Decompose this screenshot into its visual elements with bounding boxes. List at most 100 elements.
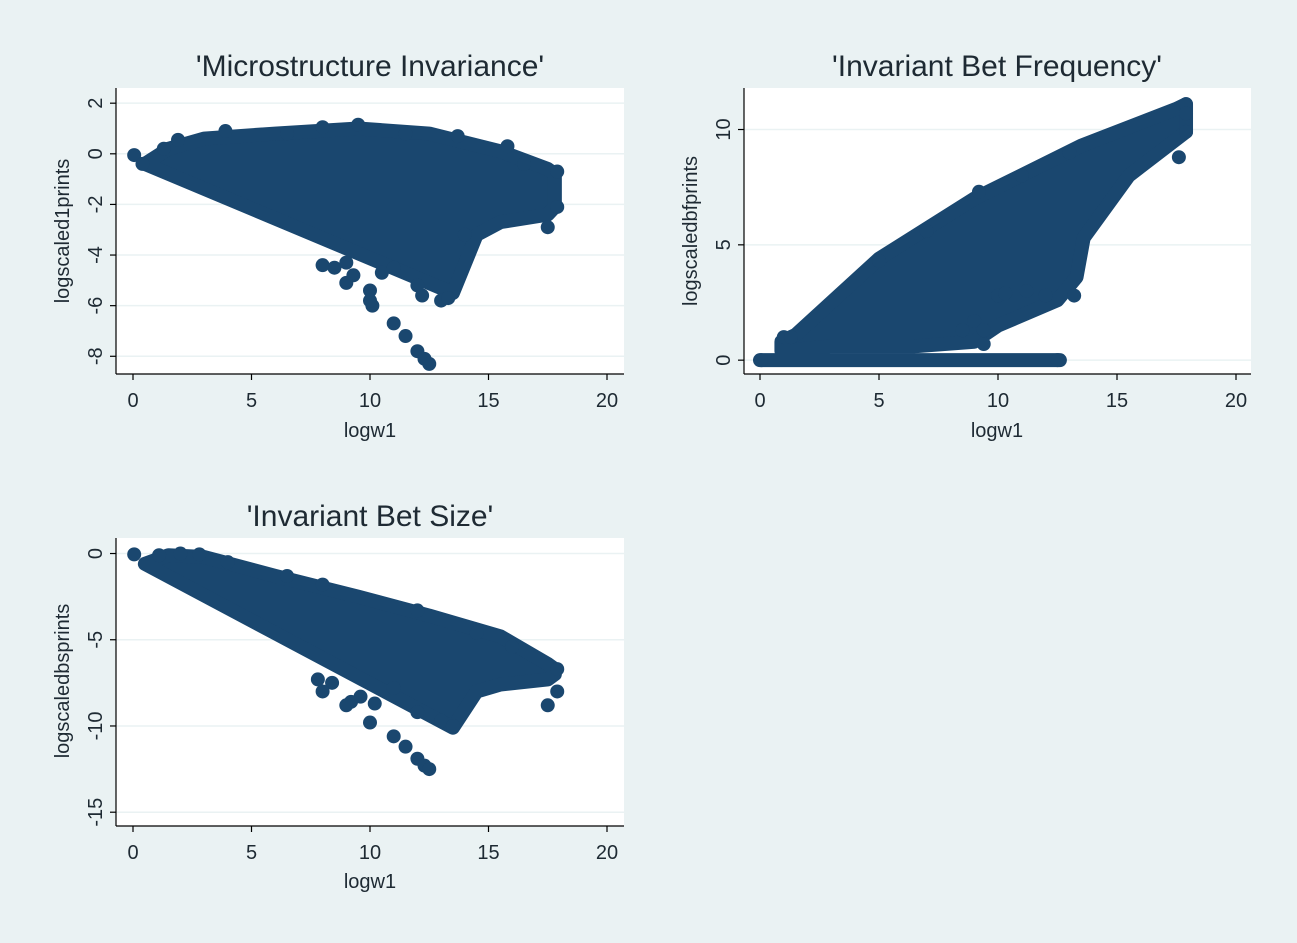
scatter-point: [327, 260, 342, 275]
scatter-point: [280, 126, 295, 141]
scatter-point: [363, 715, 377, 730]
y-tick-label: -5: [85, 631, 107, 649]
scatter-point: [500, 139, 515, 154]
scatter-point: [135, 156, 150, 171]
scatter-point: [1038, 288, 1053, 303]
x-tick-label: 10: [987, 390, 1009, 412]
scatter-point: [1179, 106, 1194, 121]
x-axis-title: logw1: [344, 871, 396, 893]
y-axis-title: logscaledbsprints: [52, 604, 74, 759]
panel-microstructure-invariance: 'Microstructure Invariance' logw1 logsca…: [52, 50, 624, 442]
scatter-point: [1019, 283, 1034, 298]
scatter-point: [315, 258, 330, 273]
scatter-point: [156, 141, 171, 156]
scatter-point: [173, 546, 188, 561]
scatter-point: [445, 718, 460, 733]
scatter-point: [1062, 145, 1077, 160]
scatter-point: [976, 337, 991, 352]
x-tick-label: 5: [873, 390, 884, 412]
scatter-point: [434, 713, 449, 728]
y-tick-label: 0: [85, 548, 107, 559]
scatter-point: [325, 675, 340, 690]
x-tick-label: 0: [127, 842, 138, 864]
scatter-point: [339, 255, 354, 270]
scatter-point: [192, 547, 207, 562]
x-tick-label: 15: [477, 842, 499, 864]
scatter-point: [315, 684, 330, 699]
x-tick-label: 20: [596, 390, 618, 412]
scatter-point: [398, 126, 413, 141]
y-tick-label: -10: [85, 712, 107, 741]
scatter-point: [315, 577, 330, 592]
x-axis-title: logw1: [344, 420, 396, 442]
plot-title: 'Microstructure Invariance': [196, 50, 544, 83]
scatter-point: [127, 547, 142, 562]
scatter-point: [976, 323, 991, 338]
x-tick-label: 0: [754, 390, 765, 412]
x-axis-title: logw1: [971, 420, 1023, 442]
scatter-point: [339, 275, 354, 290]
scatter-point: [353, 689, 368, 704]
y-tick-label: 2: [85, 98, 107, 109]
scatter-point: [540, 220, 555, 235]
scatter-point: [1067, 288, 1082, 303]
scatter-point: [1050, 353, 1065, 368]
scatter-point: [280, 568, 295, 583]
point-cloud: [774, 97, 1194, 358]
scatter-point: [450, 129, 465, 144]
scatter-point: [310, 672, 325, 687]
scatter-point: [422, 356, 437, 371]
x-tick-label: 10: [359, 390, 381, 412]
scatter-point: [1179, 124, 1194, 139]
x-tick-label: 5: [246, 390, 257, 412]
x-tick-label: 15: [1106, 390, 1128, 412]
x-tick-label: 5: [246, 842, 257, 864]
scatter-point: [754, 353, 769, 368]
scatter-point: [218, 124, 233, 139]
y-tick-label: -4: [85, 246, 107, 264]
scatter-point: [398, 739, 413, 754]
y-tick-label: -15: [85, 798, 107, 827]
scatter-point: [955, 323, 970, 338]
plot-title: 'Invariant Bet Frequency': [832, 50, 1162, 83]
scatter-point: [152, 548, 167, 563]
scatter-point: [505, 639, 520, 654]
scatter-point: [220, 555, 235, 570]
y-tick-label: 10: [713, 118, 735, 140]
x-tick-label: 20: [1225, 390, 1247, 412]
scatter-point: [171, 132, 186, 147]
scatter-point: [363, 283, 377, 298]
scatter-point: [517, 156, 532, 171]
y-tick-label: 0: [85, 148, 107, 159]
scatter-point: [550, 684, 565, 699]
scatter-point: [386, 260, 401, 275]
scatter-point: [469, 625, 484, 640]
scatter-point: [410, 705, 425, 720]
scatter-point: [315, 120, 330, 135]
scatter-point: [398, 329, 413, 344]
scatter-point: [422, 762, 437, 777]
scatter-point: [127, 148, 142, 163]
x-tick-label: 10: [359, 842, 381, 864]
scatter-point: [415, 288, 430, 303]
scatter-point: [410, 603, 425, 618]
x-tick-label: 0: [127, 390, 138, 412]
scatter-point: [550, 164, 565, 179]
scatter-point: [967, 313, 982, 328]
scatter-point: [783, 330, 798, 345]
y-tick-label: 0: [713, 355, 735, 366]
scatter-point: [872, 253, 886, 268]
scatter-point: [540, 698, 555, 713]
panel-invariant-bet-frequency: 'Invariant Bet Frequency' logw1 logscale…: [680, 50, 1251, 442]
scatter-point: [386, 729, 401, 744]
scatter-point: [386, 681, 401, 696]
y-axis-title: logscaledbfprints: [680, 156, 702, 306]
panel-invariant-bet-size: 'Invariant Bet Size' logw1 logscaledbspr…: [52, 500, 624, 893]
plot-title: 'Invariant Bet Size': [247, 500, 494, 533]
scatter-point: [1014, 168, 1029, 183]
scatter-point: [998, 286, 1013, 301]
scatter-point: [339, 698, 354, 713]
scatter-point: [457, 227, 472, 242]
x-tick-label: 20: [596, 842, 618, 864]
